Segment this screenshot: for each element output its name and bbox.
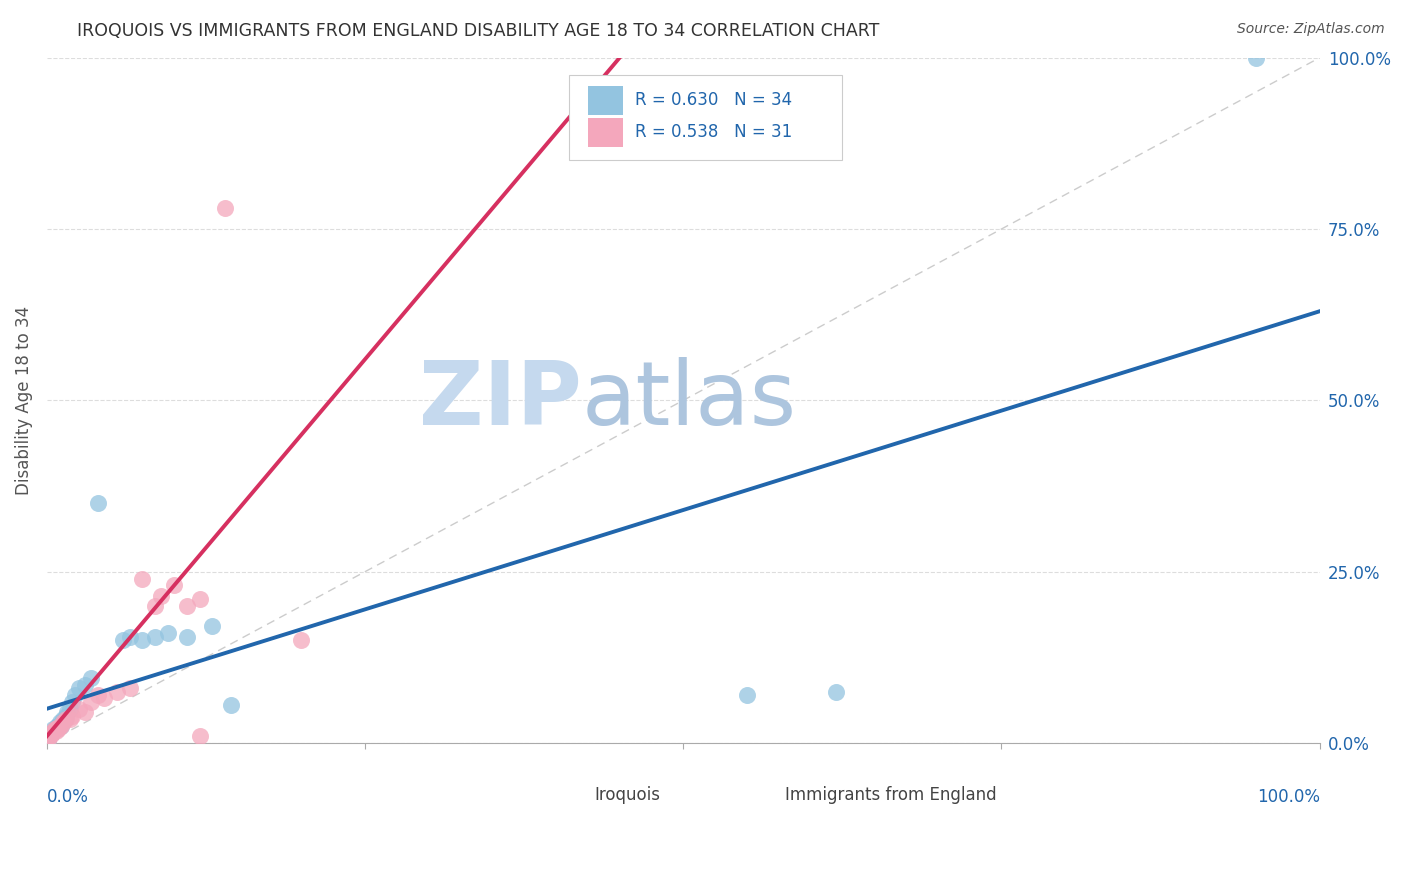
Point	[1244, 51, 1267, 65]
Point	[131, 633, 153, 648]
Point	[87, 496, 110, 510]
Point	[67, 702, 90, 716]
Point	[67, 681, 90, 695]
Point	[201, 619, 224, 633]
Point	[131, 572, 153, 586]
Point	[39, 728, 62, 742]
Point	[80, 671, 103, 685]
Point	[39, 725, 62, 739]
Text: 0.0%: 0.0%	[46, 788, 89, 805]
Point	[44, 723, 66, 737]
Point	[290, 633, 312, 648]
Point	[176, 630, 198, 644]
Point	[49, 719, 72, 733]
Point	[105, 684, 128, 698]
Point	[41, 725, 63, 739]
Point	[112, 633, 135, 648]
Point	[38, 729, 60, 743]
Point	[156, 626, 179, 640]
Text: Source: ZipAtlas.com: Source: ZipAtlas.com	[1237, 22, 1385, 37]
Point	[51, 715, 73, 730]
Text: R = 0.538   N = 31: R = 0.538 N = 31	[636, 123, 792, 141]
Point	[45, 723, 67, 737]
FancyBboxPatch shape	[741, 780, 776, 809]
Point	[188, 729, 211, 743]
Point	[59, 702, 82, 716]
Text: Iroquois: Iroquois	[595, 786, 661, 804]
Point	[143, 630, 166, 644]
Point	[163, 578, 186, 592]
Point	[60, 695, 83, 709]
Point	[221, 698, 243, 713]
Point	[75, 705, 97, 719]
FancyBboxPatch shape	[569, 75, 842, 161]
Point	[37, 732, 59, 747]
FancyBboxPatch shape	[588, 118, 623, 147]
Point	[42, 723, 65, 738]
Point	[825, 684, 848, 698]
Point	[188, 592, 211, 607]
Point	[52, 712, 75, 726]
Point	[49, 719, 72, 733]
Point	[87, 688, 110, 702]
Point	[55, 708, 77, 723]
Point	[44, 723, 66, 737]
Point	[118, 681, 141, 695]
Point	[48, 715, 70, 730]
Point	[53, 712, 76, 726]
Text: IROQUOIS VS IMMIGRANTS FROM ENGLAND DISABILITY AGE 18 TO 34 CORRELATION CHART: IROQUOIS VS IMMIGRANTS FROM ENGLAND DISA…	[77, 22, 880, 40]
Point	[37, 732, 59, 747]
Text: atlas: atlas	[582, 357, 797, 444]
Point	[80, 695, 103, 709]
Point	[60, 708, 83, 723]
Text: R = 0.630   N = 34: R = 0.630 N = 34	[636, 91, 792, 109]
Point	[55, 712, 77, 726]
Point	[46, 719, 69, 733]
Point	[176, 599, 198, 613]
Point	[42, 723, 65, 737]
Point	[46, 719, 69, 733]
Point	[143, 599, 166, 613]
Point	[52, 715, 75, 730]
Text: 100.0%: 100.0%	[1257, 788, 1320, 805]
Point	[118, 630, 141, 644]
Point	[46, 723, 69, 737]
Text: Immigrants from England: Immigrants from England	[785, 786, 997, 804]
FancyBboxPatch shape	[588, 86, 623, 114]
Point	[46, 721, 69, 735]
Point	[41, 725, 63, 739]
Y-axis label: Disability Age 18 to 34: Disability Age 18 to 34	[15, 306, 32, 495]
Point	[150, 589, 173, 603]
Point	[93, 691, 115, 706]
Point	[48, 719, 70, 733]
Point	[38, 729, 60, 743]
Point	[735, 688, 758, 702]
Point	[63, 688, 86, 702]
Point	[59, 712, 82, 726]
Text: ZIP: ZIP	[419, 357, 582, 444]
Point	[214, 202, 236, 216]
FancyBboxPatch shape	[550, 780, 585, 809]
Point	[45, 723, 67, 738]
Point	[56, 705, 79, 719]
Point	[75, 678, 97, 692]
